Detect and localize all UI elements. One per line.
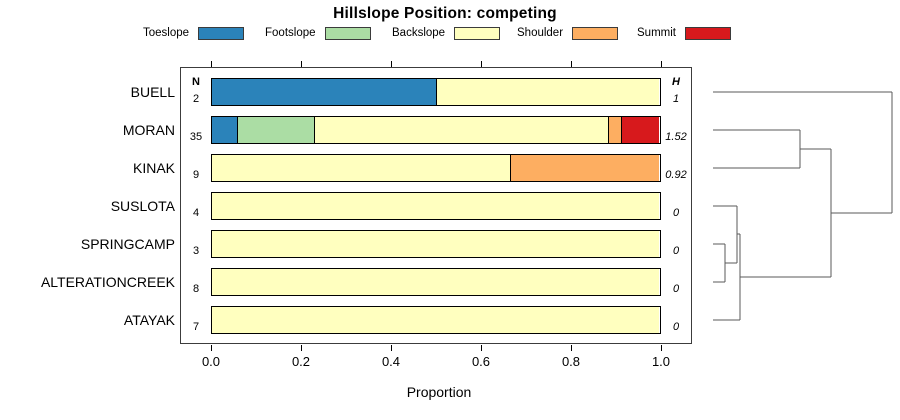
h-column-header: H	[672, 76, 680, 88]
bar-segment-backslope	[212, 155, 510, 181]
bar-segment-backslope	[436, 79, 660, 105]
summit-swatch	[684, 26, 731, 40]
stacked-bar	[211, 230, 661, 258]
axis-tick-top	[301, 61, 302, 67]
bar-segment-shoulder	[608, 117, 621, 143]
bar-segment-backslope	[212, 269, 660, 295]
axis-tick-label: 1.0	[651, 354, 671, 369]
h-value: 1.52	[665, 131, 687, 143]
n-column-header: N	[192, 76, 200, 88]
bar-segment-shoulder	[510, 155, 660, 181]
h-value: 0	[672, 321, 680, 333]
bar-segment-backslope	[314, 117, 608, 143]
stacked-bar	[211, 306, 661, 334]
bar-segment-summit	[621, 117, 660, 143]
stacked-bar	[211, 116, 661, 144]
x-axis-label: Proportion	[406, 384, 472, 400]
chart-title: Hillslope Position: competing	[333, 5, 557, 22]
row-label-atayak: ATAYAK	[123, 312, 175, 328]
axis-tick-label: 0.2	[291, 354, 311, 369]
toeslope-swatch	[198, 26, 245, 40]
bar-segment-backslope	[212, 307, 660, 333]
axis-tick-top	[481, 61, 482, 67]
bar-segment-toeslope	[212, 117, 237, 143]
h-value: 0	[672, 283, 680, 295]
axis-tick-bottom	[571, 345, 572, 351]
bar-segment-backslope	[212, 193, 660, 219]
legend-item-backslope: Backslope	[392, 25, 501, 41]
n-value: 9	[192, 169, 200, 181]
axis-tick-label: 0.8	[561, 354, 581, 369]
axis-tick-label: 0.6	[471, 354, 491, 369]
footslope-swatch	[324, 26, 371, 40]
n-value: 8	[192, 283, 200, 295]
legend-label: Footslope	[265, 27, 316, 39]
row-label-suslota: SUSLOTA	[110, 198, 175, 214]
n-value: 35	[189, 131, 203, 143]
row-label-springcamp: SPRINGCAMP	[80, 236, 175, 252]
h-value: 1	[672, 93, 680, 105]
stacked-bar	[211, 154, 661, 182]
bar-segment-footslope	[237, 117, 314, 143]
legend: Toeslope Footslope Backslope Shoulder Summit	[0, 25, 900, 43]
axis-tick-top	[661, 61, 662, 67]
axis-tick-bottom	[301, 345, 302, 351]
axis-tick-bottom	[661, 345, 662, 351]
row-label-kinak: KINAK	[132, 160, 175, 176]
n-value: 4	[192, 207, 200, 219]
axis-tick-bottom	[211, 345, 212, 351]
bar-segment-backslope	[212, 231, 660, 257]
axis-tick-bottom	[481, 345, 482, 351]
stacked-bar	[211, 268, 661, 296]
stacked-bar	[211, 78, 661, 106]
row-label-moran: MORAN	[122, 122, 175, 138]
axis-tick-top	[211, 61, 212, 67]
legend-item-shoulder: Shoulder	[517, 25, 619, 41]
backslope-swatch	[454, 26, 501, 40]
h-value: 0.92	[665, 169, 687, 181]
axis-tick-top	[391, 61, 392, 67]
n-value: 3	[192, 245, 200, 257]
shoulder-swatch	[572, 26, 619, 40]
row-label-alterationcreek: ALTERATIONCREEK	[40, 274, 175, 290]
n-value: 2	[192, 93, 200, 105]
stacked-bar	[211, 192, 661, 220]
legend-label: Shoulder	[517, 27, 564, 39]
axis-tick-bottom	[391, 345, 392, 351]
h-value: 0	[672, 207, 680, 219]
axis-tick-label: 0.4	[381, 354, 401, 369]
h-value: 0	[672, 245, 680, 257]
legend-item-toeslope: Toeslope	[143, 25, 245, 41]
n-value: 7	[192, 321, 200, 333]
legend-label: Backslope	[392, 27, 446, 39]
bar-segment-toeslope	[212, 79, 436, 105]
row-label-buell: BUELL	[130, 84, 175, 100]
legend-label: Summit	[637, 27, 676, 39]
legend-label: Toeslope	[143, 27, 190, 39]
legend-item-footslope: Footslope	[265, 25, 371, 41]
legend-item-summit: Summit	[637, 25, 731, 41]
axis-tick-label: 0.0	[201, 354, 221, 369]
axis-tick-top	[571, 61, 572, 67]
